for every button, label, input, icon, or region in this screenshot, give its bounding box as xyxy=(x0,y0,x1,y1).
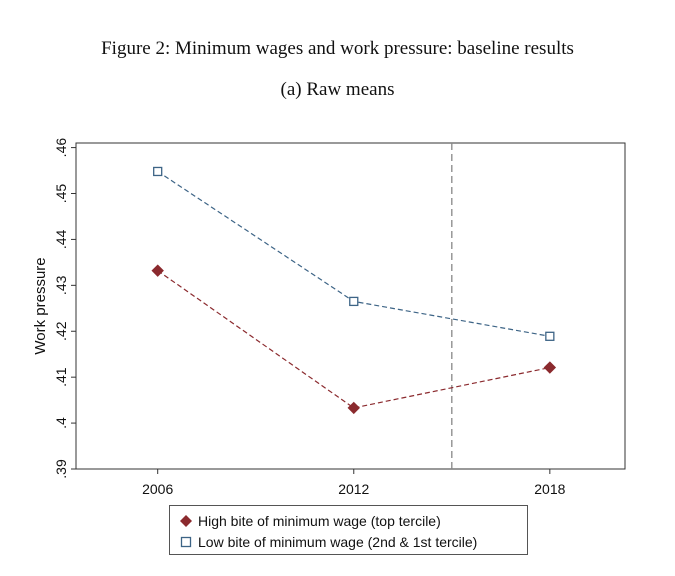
data-point-square xyxy=(153,166,163,177)
series-line-1 xyxy=(157,170,550,337)
x-tick-label: 2012 xyxy=(338,481,369,497)
series-line-0 xyxy=(157,270,550,409)
data-point-diamond xyxy=(543,361,557,374)
legend: High bite of minimum wage (top tercile) … xyxy=(169,505,528,555)
series-group xyxy=(151,166,557,415)
legend-item-low-bite: Low bite of minimum wage (2nd & 1st terc… xyxy=(178,532,477,552)
legend-item-high-bite: High bite of minimum wage (top tercile) xyxy=(178,511,441,531)
filled-diamond-icon xyxy=(180,515,192,527)
legend-label-high-bite: High bite of minimum wage (top tercile) xyxy=(198,513,441,529)
x-tick-label: 2018 xyxy=(534,481,565,497)
y-tick-label: .43 xyxy=(53,275,69,295)
data-point-square xyxy=(545,331,555,341)
x-axis-ticks: 2006 2012 2018 xyxy=(142,469,566,497)
y-tick-label: .45 xyxy=(53,184,69,204)
y-tick-label: .44 xyxy=(53,229,69,249)
y-tick-label: .4 xyxy=(53,417,69,429)
hollow-square-icon xyxy=(180,536,192,548)
figure-title: Figure 2: Minimum wages and work pressur… xyxy=(101,38,574,59)
y-tick-label: .46 xyxy=(53,138,69,158)
y-axis-ticks: .39 .4 .41 .42 .43 .44 .45 .46 xyxy=(53,138,76,479)
data-point-diamond xyxy=(347,401,360,415)
y-tick-label: .41 xyxy=(53,367,69,387)
y-tick-label: .39 xyxy=(53,459,69,479)
legend-label-low-bite: Low bite of minimum wage (2nd & 1st terc… xyxy=(198,534,478,550)
figure-subtitle: (a) Raw means xyxy=(280,79,395,100)
x-tick-label: 2006 xyxy=(142,481,173,497)
data-point-diamond xyxy=(151,264,164,277)
line-chart: .39 .4 .41 .42 .43 .44 .45 .46 2006 2012 2018 Wor… xyxy=(32,138,626,497)
y-tick-label: .42 xyxy=(53,321,69,341)
data-point-square xyxy=(349,296,359,307)
y-axis-label: Work pressure xyxy=(32,257,49,354)
